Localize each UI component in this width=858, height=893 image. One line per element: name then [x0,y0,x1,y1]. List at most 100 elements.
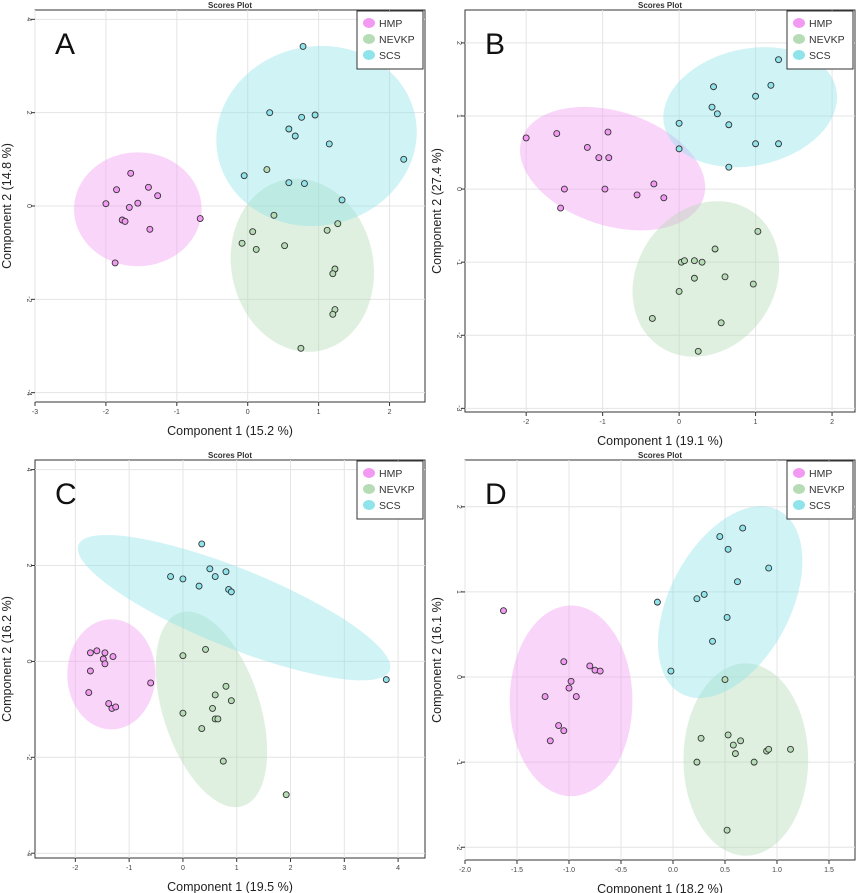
x-tick-label: 1 [754,419,758,426]
legend-swatch-nevkp [363,34,375,44]
point-nevkp [721,273,729,281]
point-nevkp [675,287,683,295]
y-tick-label: 1 [455,114,462,118]
point-hmp [101,649,109,657]
point-hmp [147,679,155,687]
point-nevkp [222,682,230,690]
point-nevkp [249,228,257,236]
ellipse-hmp [519,106,706,231]
point-scs [211,573,219,580]
x-tick-label: 2 [388,409,392,416]
point-scs [765,564,773,572]
point-scs [752,92,760,100]
point-scs [713,110,721,118]
point-scs [167,573,175,580]
point-scs [298,113,306,121]
x-tick-label: -2.0 [459,867,471,874]
point-hmp [560,185,568,193]
ellipse-scs [216,45,417,227]
point-hmp [572,693,580,701]
point-nevkp [202,645,209,653]
point-scs [667,667,675,675]
y-tick-label: 4 [25,17,32,21]
point-scs [227,588,235,596]
point-scs [709,637,716,645]
point-nevkp [209,704,216,712]
point-hmp [85,689,93,697]
point-hmp [596,667,604,675]
panel-title: Scores Plot [208,1,252,10]
point-hmp [567,677,575,685]
point-scs [700,591,708,598]
point-scs [195,582,203,590]
point-scs [301,180,308,188]
point-hmp [121,217,129,225]
point-nevkp [329,310,337,318]
legend: HMP NEVKP SCS [356,460,424,520]
y-axis-label: Component 2 (16.2 %) [0,596,14,722]
point-hmp [553,130,561,137]
point-hmp [146,225,154,233]
y-tick-label: -2 [25,754,32,760]
point-hmp [560,658,568,666]
legend-label-hmp: HMP [809,468,832,480]
x-tick-label: 3 [342,865,346,872]
legend-label-nevkp: NEVKP [379,34,415,46]
ellipse-scs [663,47,838,168]
legend-label-scs: SCS [809,500,831,512]
point-nevkp [693,758,701,766]
ellipse-hmp [509,605,633,797]
point-scs [710,83,717,91]
plot-area [464,459,856,861]
ellipse-hmp [67,619,156,730]
point-nevkp [179,709,187,717]
x-tick-label: -3 [32,409,38,416]
y-tick-label: 0 [455,187,462,191]
x-tick-label: 1 [235,865,239,872]
y-tick-label: 0 [25,659,32,663]
point-nevkp [214,715,222,723]
point-nevkp [717,319,725,327]
point-hmp [546,737,554,745]
point-scs [734,578,741,586]
x-tick-label: 1 [317,409,321,416]
legend-swatch-scs [793,50,805,60]
panel-c: Scores Plot -2 -1 0 1 2 3 4 -4 -2 0 2 4 C HMP NEVKP SCS C… [0,451,426,893]
legend-swatch-scs [793,500,805,510]
x-axis-label: Component 1 (19.1 %) [597,434,723,448]
x-tick-label: 4 [396,865,400,872]
x-tick-label: 0.0 [668,867,678,874]
x-tick-label: 1.5 [824,867,834,874]
x-tick-label: -2 [72,865,78,872]
legend-swatch-scs [363,500,375,510]
point-nevkp [323,226,331,234]
y-tick-label: -2 [25,296,32,302]
legend-label-scs: SCS [809,50,831,62]
point-nevkp [711,245,719,253]
point-hmp [605,154,613,162]
legend-label-nevkp: NEVKP [809,484,845,496]
point-nevkp [263,166,271,174]
point-nevkp [721,676,729,684]
point-hmp [105,700,113,708]
x-axis-label: Component 1 (19.5 %) [167,880,293,893]
x-tick-label: -2 [103,409,109,416]
point-hmp [601,185,609,193]
x-tick-label: -0.5 [615,867,627,874]
x-tick-label: -1.5 [511,867,523,874]
point-hmp [660,194,668,202]
point-hmp [93,647,101,655]
panel-d: Scores Plot -2.0 -1.5 -1.0 -0.5 0.0 0.5 1.0 1.5 -… [430,451,856,893]
x-tick-label: 0 [181,865,185,872]
point-hmp [557,204,565,212]
point-scs [725,121,733,129]
point-scs [716,533,724,541]
panel-b: Scores Plot -2 -1 0 1 2 -3 -2 -1 0 1 2 B HMP NEVKP SCS C… [430,1,856,448]
point-nevkp [729,741,737,749]
point-scs [285,179,293,187]
point-nevkp [750,758,758,766]
point-hmp [583,143,591,151]
point-hmp [560,727,568,735]
point-scs [291,132,299,140]
